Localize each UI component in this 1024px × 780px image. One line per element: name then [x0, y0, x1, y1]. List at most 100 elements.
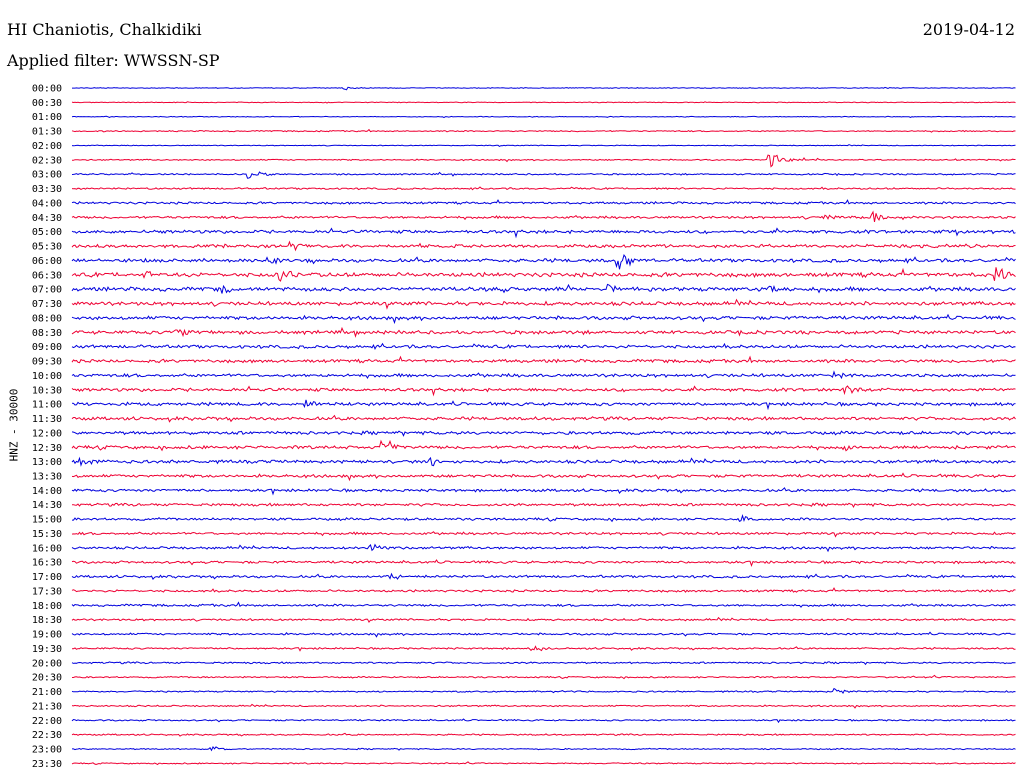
row-time-label: 21:00 — [32, 687, 62, 698]
row-time-label: 12:30 — [32, 443, 62, 454]
trace-row-1500 — [72, 514, 1016, 523]
trace-row-0300 — [71, 171, 1016, 179]
row-time-label: 18:00 — [32, 601, 62, 612]
row-time-label: 20:00 — [32, 658, 62, 669]
trace-row-1400 — [71, 487, 1016, 496]
trace-row-1200 — [71, 430, 1016, 437]
trace-row-2030 — [72, 674, 1016, 680]
row-time-label: 08:30 — [32, 328, 62, 339]
trace-row-0730 — [71, 298, 1016, 310]
trace-row-1800 — [71, 601, 1016, 608]
filter-label: Applied filter: WWSSN-SP — [7, 51, 220, 70]
trace-row-2230 — [71, 732, 1016, 737]
trace-row-0700 — [71, 283, 1016, 294]
trace-row-1430 — [71, 502, 1016, 509]
trace-row-1130 — [71, 414, 1016, 423]
row-time-label: 14:30 — [32, 500, 62, 511]
row-time-label: 07:30 — [32, 299, 62, 310]
row-time-label: 14:00 — [32, 486, 62, 497]
row-time-label: 15:00 — [32, 515, 62, 526]
trace-row-0530 — [71, 240, 1016, 252]
recording-date: 2019-04-12 — [922, 20, 1015, 39]
trace-row-2300 — [72, 745, 1016, 752]
row-time-label: 00:00 — [32, 84, 62, 95]
row-time-label: 20:30 — [32, 673, 62, 684]
trace-row-0800 — [71, 313, 1016, 325]
row-time-label: 09:30 — [32, 357, 62, 368]
row-time-label: 17:30 — [32, 586, 62, 597]
trace-row-1230 — [71, 439, 1016, 452]
trace-row-0230 — [71, 154, 1016, 168]
row-time-label: 18:30 — [32, 615, 62, 626]
trace-row-0430 — [71, 210, 1016, 222]
trace-row-0200 — [71, 144, 1016, 147]
trace-row-1630 — [71, 559, 1016, 567]
row-time-label: 23:30 — [32, 759, 62, 770]
row-time-label: 17:00 — [32, 572, 62, 583]
row-time-label: 04:30 — [32, 213, 62, 224]
row-time-label: 19:00 — [32, 630, 62, 641]
row-time-label: 15:30 — [32, 529, 62, 540]
trace-row-1730 — [71, 587, 1016, 593]
trace-row-0600 — [71, 254, 1016, 270]
trace-row-0330 — [71, 186, 1016, 191]
trace-row-0630 — [71, 267, 1016, 282]
row-time-label: 05:30 — [32, 242, 62, 253]
trace-row-0100 — [71, 115, 1016, 119]
trace-row-0130 — [71, 128, 1016, 133]
row-time-label: 11:30 — [32, 414, 62, 425]
row-time-label: 19:30 — [32, 644, 62, 655]
trace-row-1700 — [71, 572, 1016, 580]
row-time-label: 21:30 — [32, 701, 62, 712]
row-time-label: 16:30 — [32, 558, 62, 569]
trace-row-0900 — [71, 342, 1016, 350]
trace-row-1900 — [71, 631, 1016, 638]
row-time-label: 06:00 — [32, 256, 62, 267]
trace-row-1930 — [72, 645, 1016, 652]
row-time-label: 03:30 — [32, 184, 62, 195]
trace-row-0030 — [71, 101, 1016, 104]
row-time-label: 23:00 — [32, 745, 62, 756]
row-time-label: 12:00 — [32, 428, 62, 439]
trace-row-1530 — [71, 531, 1016, 538]
trace-row-1600 — [71, 543, 1016, 553]
row-time-label: 00:30 — [32, 98, 62, 109]
trace-row-2000 — [71, 661, 1016, 666]
trace-row-1330 — [71, 472, 1016, 482]
row-time-label: 05:00 — [32, 227, 62, 238]
trace-row-1300 — [71, 456, 1016, 467]
row-time-label: 10:00 — [32, 371, 62, 382]
trace-row-0500 — [71, 227, 1016, 239]
trace-row-0000 — [72, 86, 1016, 91]
row-time-label: 01:00 — [32, 112, 62, 123]
row-time-label: 03:00 — [32, 170, 62, 181]
trace-row-2200 — [71, 718, 1016, 724]
row-time-label: 02:30 — [32, 155, 62, 166]
station-title: HI Chaniotis, Chalkidiki — [7, 20, 202, 39]
row-time-label: 07:00 — [32, 285, 62, 296]
trace-row-1000 — [71, 370, 1016, 380]
row-time-label: 10:30 — [32, 385, 62, 396]
row-time-label: 16:00 — [32, 543, 62, 554]
row-time-label: 22:30 — [32, 730, 62, 741]
trace-row-0400 — [71, 199, 1016, 205]
trace-row-1030 — [71, 385, 1016, 397]
trace-row-2330 — [71, 761, 1016, 766]
row-time-label: 09:00 — [32, 342, 62, 353]
row-time-label: 13:00 — [32, 457, 62, 468]
row-time-label: 06:30 — [32, 270, 62, 281]
trace-row-0930 — [71, 355, 1016, 364]
trace-row-1100 — [71, 399, 1016, 411]
row-time-label: 22:00 — [32, 716, 62, 727]
trace-row-0830 — [71, 326, 1016, 338]
row-time-label: 02:00 — [32, 141, 62, 152]
row-time-label: 13:30 — [32, 471, 62, 482]
trace-row-1830 — [71, 616, 1016, 624]
row-time-label: 01:30 — [32, 127, 62, 138]
trace-row-2100 — [71, 687, 1016, 695]
row-time-label: 04:00 — [32, 198, 62, 209]
row-time-label: 08:00 — [32, 313, 62, 324]
trace-row-2130 — [71, 703, 1016, 709]
row-time-label: 11:00 — [32, 400, 62, 411]
